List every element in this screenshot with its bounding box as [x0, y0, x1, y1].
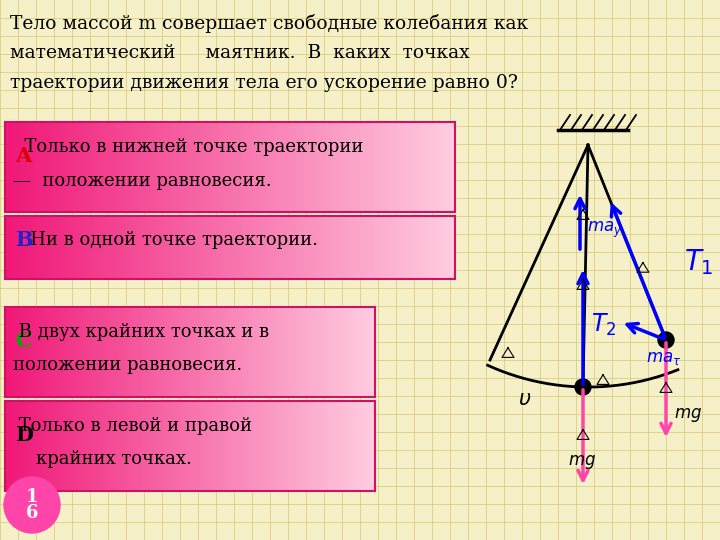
Circle shape — [575, 379, 591, 395]
Bar — [5, 401, 375, 491]
Bar — [5, 122, 455, 212]
Text: $ma_\tau$: $ma_\tau$ — [646, 350, 681, 367]
Text: $mg$: $mg$ — [568, 453, 596, 471]
Text: 6: 6 — [26, 504, 38, 522]
Text: 1: 1 — [26, 488, 38, 506]
Text: $mg$: $mg$ — [674, 406, 702, 424]
Text: Только в левой и правой: Только в левой и правой — [13, 417, 252, 435]
Text: $T_2$: $T_2$ — [591, 312, 616, 338]
Bar — [5, 307, 375, 397]
Text: траектории движения тела его ускорение равно 0?: траектории движения тела его ускорение р… — [10, 74, 518, 92]
Text: C: C — [15, 331, 32, 351]
Text: Тело массой m совершает свободные колебания как: Тело массой m совершает свободные колеба… — [10, 14, 528, 33]
Text: $ma_y$: $ma_y$ — [587, 220, 622, 240]
Circle shape — [658, 332, 674, 348]
Text: D: D — [15, 425, 33, 445]
Text: Только в нижней точке траектории: Только в нижней точке траектории — [13, 138, 364, 156]
Text: математический     маятник.  В  каких  точках: математический маятник. В каких точках — [10, 44, 469, 62]
Text: В двух крайних точках и в: В двух крайних точках и в — [13, 323, 269, 341]
Text: B: B — [15, 230, 32, 250]
Text: положении равновесия.: положении равновесия. — [13, 356, 242, 375]
Circle shape — [4, 477, 60, 533]
Text: крайних точках.: крайних точках. — [13, 450, 192, 469]
Text: Ни в одной точке траектории.: Ни в одной точке траектории. — [13, 231, 318, 249]
Bar — [5, 216, 455, 279]
Text: —  положении равновесия.: — положении равновесия. — [13, 172, 271, 190]
Text: $T_1$: $T_1$ — [684, 247, 714, 277]
Text: $\upsilon$: $\upsilon$ — [518, 389, 531, 409]
Text: A: A — [15, 146, 31, 166]
